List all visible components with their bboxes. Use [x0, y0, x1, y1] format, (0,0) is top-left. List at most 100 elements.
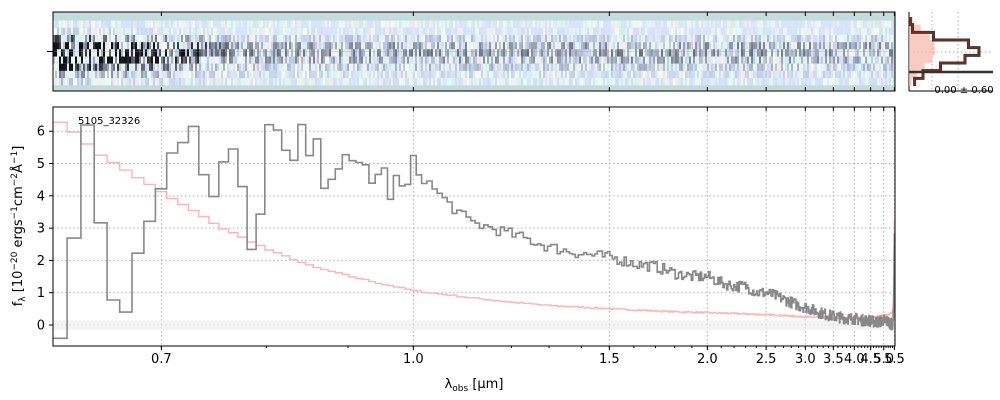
pixel: [423, 56, 426, 64]
pixel: [487, 78, 490, 86]
pixel: [461, 49, 464, 57]
pixel: [567, 70, 570, 79]
pixel: [109, 42, 112, 50]
pixel: [179, 27, 182, 35]
pixel: [715, 49, 718, 57]
pixel: [323, 78, 326, 86]
pixel: [869, 63, 872, 71]
pixel: [715, 78, 718, 86]
pixel: [217, 27, 220, 35]
pixel: [681, 56, 684, 64]
pixel: [213, 63, 216, 71]
pixel: [411, 27, 414, 35]
pixel: [167, 63, 170, 71]
pixel: [419, 49, 422, 57]
pixel: [149, 49, 152, 57]
pixel: [97, 27, 100, 35]
pixel: [339, 20, 342, 28]
pixel: [79, 56, 82, 64]
pixel: [149, 63, 152, 71]
pixel: [361, 27, 364, 35]
pixel: [591, 70, 594, 79]
pixel: [699, 27, 702, 35]
pixel: [851, 20, 854, 28]
pixel: [881, 35, 884, 43]
pixel: [147, 35, 150, 43]
pixel: [283, 27, 286, 35]
pixel: [539, 56, 542, 64]
pixel: [669, 20, 672, 28]
pixel: [707, 49, 710, 57]
pixel: [637, 42, 640, 50]
pixel: [221, 70, 224, 79]
pixel: [113, 56, 116, 64]
pixel: [521, 20, 524, 28]
pixel: [603, 20, 606, 28]
pixel: [643, 20, 646, 28]
pixel: [319, 35, 322, 43]
pixel: [701, 49, 704, 57]
pixel: [107, 70, 110, 79]
pixel: [863, 56, 866, 64]
pixel: [593, 78, 596, 86]
pixel: [125, 35, 128, 43]
hist-model-fill: [909, 17, 935, 86]
pixel: [381, 56, 384, 64]
pixel: [331, 35, 334, 43]
pixel: [227, 56, 230, 64]
pixel: [413, 56, 416, 64]
pixel: [221, 63, 224, 71]
pixel: [877, 20, 880, 28]
pixel: [151, 70, 154, 79]
pixel: [289, 70, 292, 79]
pixel: [473, 27, 476, 35]
pixel: [535, 56, 538, 64]
pixel: [101, 20, 104, 28]
pixel: [745, 20, 748, 28]
pixel: [549, 49, 552, 57]
pixel: [385, 78, 388, 86]
pixel: [73, 42, 76, 50]
pixel: [797, 20, 800, 28]
pixel: [91, 78, 94, 86]
pixel: [261, 70, 264, 79]
pixel: [245, 42, 248, 50]
pixel: [459, 70, 462, 79]
pixel: [193, 35, 196, 43]
pixel: [445, 42, 448, 50]
pixel: [115, 56, 118, 64]
pixel: [653, 42, 656, 50]
pixel: [885, 70, 888, 79]
pixel: [875, 78, 878, 86]
pixel: [619, 35, 622, 43]
pixel: [807, 35, 810, 43]
x-tick-label-10: 5.5: [884, 352, 905, 367]
pixel: [761, 63, 764, 71]
pixel: [343, 56, 346, 64]
pixel: [459, 35, 462, 43]
pixel: [551, 20, 554, 28]
pixel: [733, 49, 736, 57]
pixel: [61, 70, 64, 79]
pixel: [427, 70, 430, 79]
pixel: [549, 42, 552, 50]
pixel: [121, 70, 124, 79]
pixel: [231, 78, 234, 86]
pixel: [755, 35, 758, 43]
pixel: [569, 78, 572, 86]
pixel: [835, 27, 838, 35]
pixel: [443, 27, 446, 35]
pixel: [431, 20, 434, 28]
pixel: [539, 20, 542, 28]
pixel: [225, 35, 228, 43]
pixel: [581, 70, 584, 79]
pixel: [145, 70, 148, 79]
pixel: [721, 27, 724, 35]
pixel: [227, 42, 230, 50]
pixel: [589, 49, 592, 57]
pixel: [455, 49, 458, 57]
pixel: [411, 35, 414, 43]
pixel: [71, 56, 74, 64]
pixel: [531, 27, 534, 35]
pixel: [305, 42, 308, 50]
